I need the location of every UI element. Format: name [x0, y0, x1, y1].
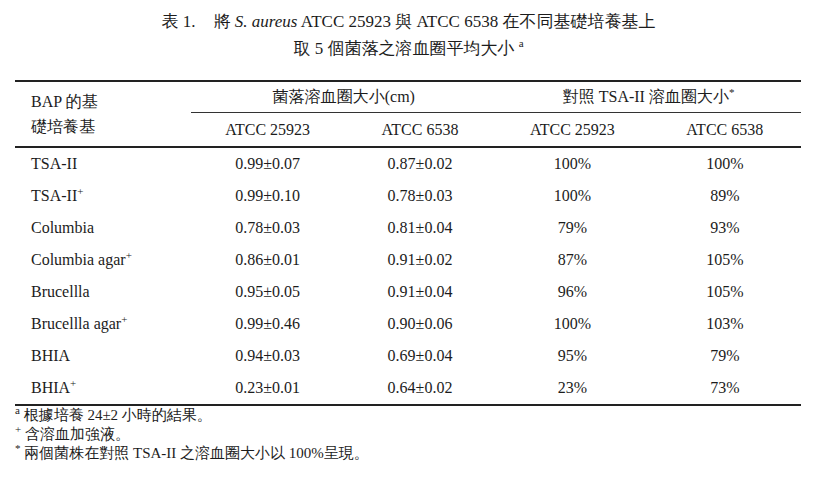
table-cell: 103%	[649, 308, 801, 340]
species-name-italic: S. aureus	[235, 12, 298, 31]
footnote-star: * 兩個菌株在對照 TSA-II 之溶血圈大小以 100%呈現。	[15, 444, 369, 463]
table-cell: 96%	[496, 276, 648, 308]
caption-text-post: ATCC 25923 與 ATCC 6538 在不同基礎培養基上	[297, 12, 655, 31]
table-row: BHIA 0.94±0.03 0.69±0.04 95% 79%	[15, 340, 801, 372]
table-cell: 95%	[496, 340, 648, 372]
table-cell: 79%	[496, 212, 648, 244]
row-label: Columbia	[15, 212, 191, 244]
table-cell: 0.78±0.03	[191, 212, 343, 244]
table-cell: 0.99±0.46	[191, 308, 343, 340]
footnote-marker-a: a	[519, 37, 524, 49]
table-row: Brucellla 0.95±0.05 0.91±0.04 96% 105%	[15, 276, 801, 308]
table-cell: 100%	[649, 147, 801, 180]
row-label: BHIA+	[15, 372, 191, 405]
table-cell: 23%	[496, 372, 648, 405]
table-cell: 100%	[496, 308, 648, 340]
table-cell: 89%	[649, 180, 801, 212]
table-row: Columbia agar+ 0.86±0.01 0.91±0.02 87% 1…	[15, 244, 801, 276]
row-label: BHIA	[15, 340, 191, 372]
table-cell: 0.99±0.10	[191, 180, 343, 212]
table-cell: 0.99±0.07	[191, 147, 343, 180]
col-header-atcc6538-cm: ATCC 6538	[344, 113, 496, 148]
stub-header-line-1: BAP 的基	[31, 89, 191, 114]
table-row: Brucellla agar+ 0.99±0.46 0.90±0.06 100%…	[15, 308, 801, 340]
group-header-row: BAP 的基 礎培養基 菌落溶血圈大小(cm) 對照 TSA-II 溶血圈大小*	[15, 81, 801, 113]
table-cell: 0.23±0.01	[191, 372, 343, 405]
table-cell: 0.64±0.02	[344, 372, 496, 405]
stub-header: BAP 的基 礎培養基	[15, 81, 191, 147]
results-table: BAP 的基 礎培養基 菌落溶血圈大小(cm) 對照 TSA-II 溶血圈大小*…	[15, 80, 801, 406]
footnote-marker-star: *	[729, 85, 735, 97]
table-cell: 100%	[496, 180, 648, 212]
stub-header-line-2: 礎培養基	[31, 114, 191, 139]
row-label: Brucellla agar+	[15, 308, 191, 340]
table-row: TSA-II 0.99±0.07 0.87±0.02 100% 100%	[15, 147, 801, 180]
table-cell: 0.87±0.02	[344, 147, 496, 180]
group-header-vs-tsa: 對照 TSA-II 溶血圈大小*	[496, 81, 801, 113]
table-row: TSA-II+ 0.99±0.10 0.78±0.03 100% 89%	[15, 180, 801, 212]
footnote-a: a 根據培養 24±2 小時的結果。	[15, 406, 369, 425]
document-page: 表 1. 將 S. aureus ATCC 25923 與 ATCC 6538 在…	[0, 0, 817, 485]
group-header-zone-size: 菌落溶血圈大小(cm)	[191, 81, 496, 113]
table-cell: 79%	[649, 340, 801, 372]
caption-line-2-text: 取 5 個菌落之溶血圈平均大小	[293, 39, 518, 58]
table-cell: 0.91±0.02	[344, 244, 496, 276]
table-row: Columbia 0.78±0.03 0.81±0.04 79% 93%	[15, 212, 801, 244]
table-cell: 0.81±0.04	[344, 212, 496, 244]
table-cell: 87%	[496, 244, 648, 276]
row-label: TSA-II	[15, 147, 191, 180]
table-cell: 100%	[496, 147, 648, 180]
table-cell: 73%	[649, 372, 801, 405]
table-cell: 0.90±0.06	[344, 308, 496, 340]
table-cell: 105%	[649, 244, 801, 276]
footnotes: a 根據培養 24±2 小時的結果。 + 含溶血加強液。 * 兩個菌株在對照 T…	[15, 406, 369, 463]
row-label: Columbia agar+	[15, 244, 191, 276]
table-cell: 0.95±0.05	[191, 276, 343, 308]
table-cell: 0.69±0.04	[344, 340, 496, 372]
table-number: 表 1.	[162, 12, 196, 31]
table-cell: 0.86±0.01	[191, 244, 343, 276]
caption-text-pre: 將	[214, 12, 235, 31]
table-cell: 0.78±0.03	[344, 180, 496, 212]
caption-line-1: 表 1. 將 S. aureus ATCC 25923 與 ATCC 6538 在…	[0, 8, 817, 35]
col-header-atcc25923-pct: ATCC 25923	[496, 113, 648, 148]
col-header-atcc25923-cm: ATCC 25923	[191, 113, 343, 148]
table-cell: 93%	[649, 212, 801, 244]
col-header-atcc6538-pct: ATCC 6538	[649, 113, 801, 148]
row-label: TSA-II+	[15, 180, 191, 212]
footnote-plus: + 含溶血加強液。	[15, 425, 369, 444]
row-label: Brucellla	[15, 276, 191, 308]
table-caption: 表 1. 將 S. aureus ATCC 25923 與 ATCC 6538 在…	[0, 8, 817, 62]
caption-line-2: 取 5 個菌落之溶血圈平均大小 a	[0, 35, 817, 62]
table-cell: 0.91±0.04	[344, 276, 496, 308]
table-cell: 105%	[649, 276, 801, 308]
table-row: BHIA+ 0.23±0.01 0.64±0.02 23% 73%	[15, 372, 801, 405]
table-cell: 0.94±0.03	[191, 340, 343, 372]
